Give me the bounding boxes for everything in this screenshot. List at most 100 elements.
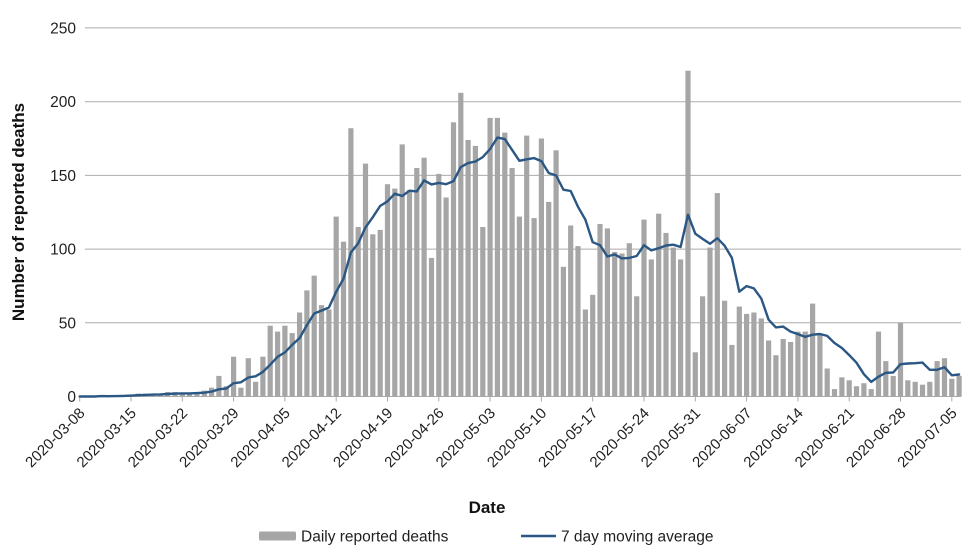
bar [766, 340, 772, 397]
bar [465, 140, 471, 397]
bar [890, 375, 896, 397]
bar [773, 355, 779, 397]
bar [612, 252, 618, 397]
bar [362, 163, 369, 397]
bar [289, 333, 295, 397]
bar [788, 342, 794, 397]
legend-swatch-daily-bars [259, 531, 296, 541]
legend: Daily reported deaths 7 day moving avera… [259, 529, 714, 546]
bar [780, 339, 786, 397]
bar [751, 312, 757, 397]
bar [663, 232, 669, 397]
bar [406, 190, 413, 397]
bar [472, 145, 478, 397]
bar [502, 132, 508, 397]
bar [597, 224, 603, 397]
bar [634, 296, 640, 397]
bar [275, 331, 281, 397]
bar [384, 184, 391, 397]
bar [553, 150, 559, 397]
bar [238, 387, 244, 397]
bar [656, 213, 662, 397]
bar [297, 312, 303, 397]
bar [179, 393, 185, 397]
bar [861, 383, 867, 397]
bar [707, 247, 713, 397]
bar [392, 188, 398, 397]
bar [494, 117, 500, 397]
bar [736, 306, 742, 397]
bar [531, 218, 537, 397]
bar [348, 128, 354, 397]
bar [231, 356, 237, 397]
bar [897, 322, 904, 397]
bar [905, 380, 911, 397]
bar [304, 290, 310, 397]
y-tick-label: 100 [50, 242, 76, 259]
bar [934, 361, 940, 397]
bar [883, 361, 889, 397]
y-tick-label: 250 [50, 20, 76, 37]
bar [641, 219, 647, 397]
bar [538, 138, 544, 397]
bar [355, 227, 361, 397]
bar [399, 144, 405, 397]
bar [458, 92, 464, 397]
bar [421, 157, 427, 397]
bar [604, 228, 610, 397]
bar [260, 356, 266, 397]
bar [919, 384, 926, 397]
bar [253, 381, 259, 397]
y-tick-label: 0 [67, 389, 76, 406]
bar [443, 197, 449, 397]
bar [575, 246, 581, 397]
bar [326, 309, 332, 397]
bar [560, 266, 566, 397]
bar [949, 378, 955, 397]
bar [428, 257, 435, 397]
bar [480, 227, 486, 397]
bar [758, 318, 764, 397]
bar [282, 325, 288, 397]
bar [810, 303, 816, 397]
bar [853, 386, 860, 397]
bar [340, 241, 347, 397]
bar [524, 135, 530, 397]
bar [648, 259, 654, 397]
bar [927, 381, 933, 397]
bar [619, 253, 625, 397]
bar [912, 381, 918, 397]
bar [700, 296, 706, 397]
bar [582, 309, 588, 397]
bar [722, 300, 728, 397]
bar [714, 193, 720, 397]
legend-item-daily: Daily reported deaths [259, 529, 449, 546]
legend-label-ma: 7 day moving average [561, 529, 714, 546]
bar [692, 352, 698, 397]
bar [311, 275, 317, 397]
bar [824, 368, 830, 397]
bar [875, 331, 882, 397]
bar [318, 305, 325, 397]
bar [941, 358, 948, 397]
bar [670, 247, 676, 397]
bar [868, 389, 874, 397]
bar [802, 331, 808, 397]
bar [685, 70, 691, 397]
bar [487, 117, 493, 397]
bar [216, 375, 222, 397]
bar [377, 229, 383, 397]
bar [678, 259, 684, 397]
y-tick-label: 150 [50, 168, 76, 185]
bar [436, 173, 442, 397]
bar [590, 294, 596, 397]
bar [414, 168, 420, 397]
bar [450, 122, 457, 397]
moving-average-line [78, 136, 961, 398]
bar [546, 201, 552, 397]
bar [267, 325, 273, 397]
bar [516, 216, 522, 397]
bar [729, 344, 735, 397]
legend-item-moving-average: 7 day moving average [521, 529, 714, 546]
bar [839, 377, 845, 397]
